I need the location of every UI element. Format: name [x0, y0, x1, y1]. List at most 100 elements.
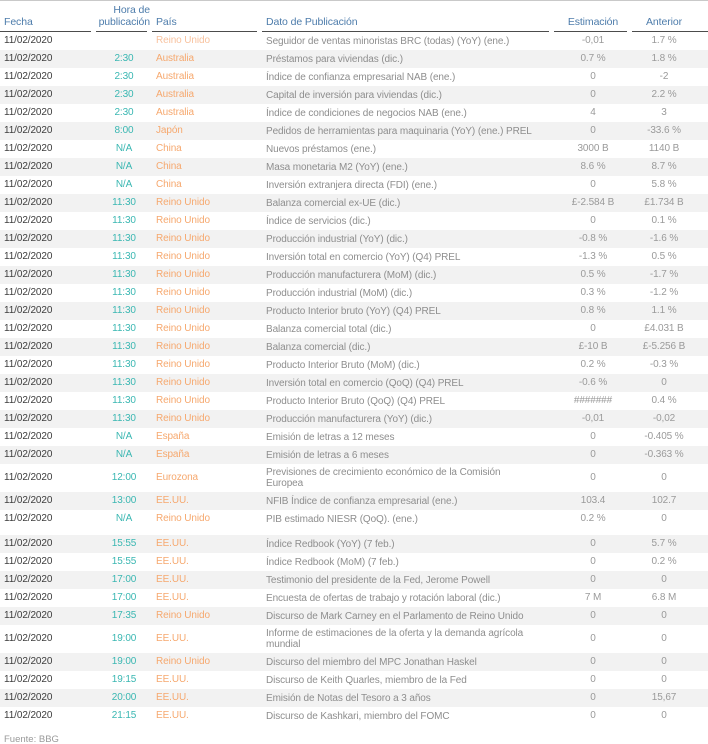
table-row: 11/02/2020 2:30 Australia Índice de condici…	[0, 104, 708, 122]
cell-hora: 17:35	[96, 607, 152, 625]
cell-pais: Australia	[152, 86, 262, 104]
cell-hora: 15:55	[111, 556, 137, 567]
cell-pais: Reino Unido	[156, 287, 210, 298]
cell-estimacion: 8.6 %	[554, 158, 632, 176]
cell-pais: Reino Unido	[152, 374, 262, 392]
cell-fecha: 11/02/2020	[4, 674, 53, 685]
cell-fecha: 11/02/2020	[4, 143, 53, 154]
header-hora-publicacion: Hora de publicación	[96, 1, 152, 32]
cell-anterior: -0.3 %	[649, 359, 679, 370]
cell-anterior: 1.8 %	[632, 50, 708, 68]
cell-hora: N/A	[115, 143, 133, 154]
cell-fecha: 11/02/2020	[4, 179, 53, 190]
cell-dato: Masa monetaria M2 (YoY) (ene.)	[262, 158, 554, 176]
cell-dato: Capital de inversión para viviendas (dic…	[262, 86, 554, 104]
cell-fecha: 11/02/2020	[0, 535, 96, 553]
cell-hora: 11:30	[96, 302, 152, 320]
cell-dato: Préstamos para viviendas (dic.)	[262, 50, 554, 68]
cell-estimacion: 0	[590, 472, 596, 483]
cell-estimacion: 0.5 %	[554, 266, 632, 284]
cell-hora: 20:00	[96, 689, 152, 707]
cell-hora: 11:30	[96, 410, 152, 428]
cell-anterior: 1.1 %	[632, 302, 708, 320]
cell-fecha: 11/02/2020	[0, 230, 96, 248]
cell-anterior: £4.031 B	[644, 323, 684, 334]
cell-hora: 11:30	[112, 323, 136, 334]
cell-estimacion: 0.8 %	[554, 302, 632, 320]
table-row: 11/02/2020 11:30 Reino Unido Índice de serv…	[0, 212, 708, 230]
cell-dato: Discurso de Mark Carney en el Parlamento…	[262, 607, 554, 625]
cell-pais: Reino Unido	[152, 607, 262, 625]
cell-fecha: 11/02/2020	[0, 86, 96, 104]
cell-estimacion: £-10 B	[554, 338, 632, 356]
cell-dato: Índice Redbook (MoM) (7 feb.)	[266, 556, 399, 568]
cell-pais: Reino Unido	[152, 230, 262, 248]
cell-pais: EE.UU.	[152, 571, 262, 589]
cell-fecha: 11/02/2020	[4, 323, 53, 334]
cell-hora: 11:30	[96, 374, 152, 392]
cell-anterior: 0	[661, 674, 667, 685]
table-row: 11/02/2020 20:00 EE.UU. Emisión de Notas de…	[0, 689, 708, 707]
cell-hora: 8:00	[96, 122, 152, 140]
cell-pais: Reino Unido	[152, 338, 262, 356]
cell-anterior: 0	[632, 374, 708, 392]
cell-estimacion: -1.3 %	[578, 251, 608, 262]
cell-fecha: 11/02/2020	[0, 266, 96, 284]
cell-hora: 21:15	[111, 710, 137, 721]
table-row: 11/02/2020 11:30 Reino Unido Producto Inter…	[0, 356, 708, 374]
cell-fecha: 11/02/2020	[4, 472, 53, 483]
cell-anterior: 0	[661, 633, 667, 644]
cell-pais: EE.UU.	[152, 689, 262, 707]
cell-anterior: -33.6 %	[632, 122, 708, 140]
cell-estimacion: 103.4	[554, 492, 632, 510]
cell-pais: EE.UU.	[156, 710, 189, 721]
cell-fecha: 11/02/2020	[4, 251, 53, 262]
cell-pais: Reino Unido	[152, 194, 262, 212]
economic-calendar-table: Fecha Hora de publicación País Dato de P…	[0, 0, 708, 722]
cell-pais: Reino Unido	[156, 323, 210, 334]
cell-anterior: -1.6 %	[632, 230, 708, 248]
header-dato-publicacion: Dato de Publicación	[262, 1, 554, 32]
cell-pais: China	[156, 179, 182, 190]
cell-estimacion: 0	[554, 653, 632, 671]
cell-hora: N/A	[96, 158, 152, 176]
cell-anterior: 0	[661, 513, 667, 524]
cell-estimacion: 0	[590, 633, 596, 644]
cell-fecha: 11/02/2020	[4, 710, 53, 721]
cell-hora: 12:00	[111, 472, 137, 483]
cell-dato: Inversión total en comercio (YoY) (Q4) P…	[266, 251, 461, 263]
cell-estimacion: 0	[590, 710, 596, 721]
table-row: 11/02/2020 11:30 Reino Unido Producto Inter…	[0, 392, 708, 410]
cell-dato: Producción industrial (MoM) (dic.)	[266, 287, 413, 299]
cell-fecha: 11/02/2020	[0, 122, 96, 140]
table-row: 11/02/2020 17:00 EE.UU. Encuesta de ofertas…	[0, 589, 708, 607]
table-row: 11/02/2020 2:30 Australia Capital de invers…	[0, 86, 708, 104]
table-row: 11/02/2020 11:30 Reino Unido Producción man…	[0, 410, 708, 428]
cell-fecha: 11/02/2020	[4, 71, 53, 82]
cell-anterior: 0	[632, 571, 708, 589]
cell-dato: Informe de estimaciones de la oferta y l…	[266, 628, 524, 650]
cell-estimacion: 0	[554, 607, 632, 625]
cell-pais: EE.UU.	[156, 633, 189, 644]
cell-dato: Inversión total en comercio (QoQ) (Q4) P…	[262, 374, 554, 392]
cell-anterior: 0.1 %	[651, 215, 677, 226]
cell-estimacion: 0	[590, 323, 596, 334]
cell-pais: Reino Unido	[156, 35, 210, 46]
cell-dato: Testimonio del presidente de la Fed, Jer…	[262, 571, 554, 589]
cell-hora: N/A	[115, 513, 133, 524]
header-fecha: Fecha	[0, 1, 96, 32]
table-row: 11/02/2020 15:55 EE.UU. Índice Redbook (YoY…	[0, 535, 708, 553]
cell-fecha: 11/02/2020	[4, 513, 53, 524]
cell-pais: EE.UU.	[156, 674, 189, 685]
cell-hora: 11:30	[112, 395, 136, 406]
table-row: 11/02/2020 11:30 Reino Unido Balanza comerc…	[0, 320, 708, 338]
cell-anterior: 0	[661, 472, 667, 483]
cell-estimacion: 0.7 %	[554, 50, 632, 68]
cell-hora: N/A	[115, 431, 133, 442]
cell-dato: Discurso del miembro del MPC Jonathan Ha…	[262, 653, 554, 671]
cell-pais: Reino Unido	[152, 410, 262, 428]
cell-dato: Previsiones de crecimiento económico de …	[266, 467, 501, 489]
cell-pais: Reino Unido	[152, 302, 262, 320]
cell-dato: PIB estimado NIESR (QoQ). (ene.)	[266, 513, 418, 525]
